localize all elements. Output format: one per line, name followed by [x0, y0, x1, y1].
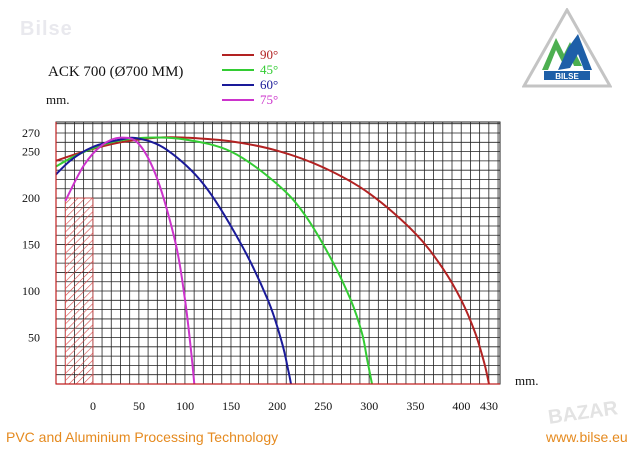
y-tick-label: 270	[22, 126, 40, 140]
legend-label: 45°	[260, 62, 278, 77]
logo-text: BILSE	[555, 72, 579, 81]
x-tick-label: 150	[222, 399, 240, 413]
bilse-logo: BILSE	[521, 6, 613, 93]
y-tick-label: 50	[28, 331, 40, 345]
logo-graphic: BILSE	[521, 6, 613, 88]
legend-label: 75°	[260, 92, 278, 107]
legend-label: 60°	[260, 77, 278, 92]
x-tick-label: 50	[133, 399, 145, 413]
y-tick-label: 100	[22, 284, 40, 298]
chart-title: ACK 700 (Ø700 MM)	[48, 64, 184, 80]
y-tick-label: 150	[22, 238, 40, 252]
series-line-60deg	[56, 136, 292, 384]
x-axis-unit: mm.	[515, 373, 539, 388]
watermark-top: Bilse	[20, 18, 73, 40]
series-line-75deg	[64, 136, 196, 384]
legend: 90°45°60°75°	[222, 47, 278, 107]
safety-zone-hatch	[64, 197, 94, 385]
x-tick-label: 430	[480, 399, 498, 413]
x-tick-label: 100	[176, 399, 194, 413]
x-tick-label: 350	[406, 399, 424, 413]
grid	[55, 121, 501, 385]
legend-label: 90°	[260, 47, 278, 62]
y-tick-label: 250	[22, 145, 40, 159]
series-line-90deg	[56, 136, 490, 384]
x-tick-label: 250	[314, 399, 332, 413]
footer-tagline: PVC and Aluminium Processing Technology	[6, 429, 279, 445]
x-tick-label: 300	[360, 399, 378, 413]
x-tick-label: 0	[90, 399, 96, 413]
footer-website-link[interactable]: www.bilse.eu	[546, 429, 628, 445]
x-tick-label: 400	[452, 399, 470, 413]
y-tick-label: 200	[22, 191, 40, 205]
x-tick-label: 200	[268, 399, 286, 413]
y-axis-unit: mm.	[46, 92, 70, 107]
